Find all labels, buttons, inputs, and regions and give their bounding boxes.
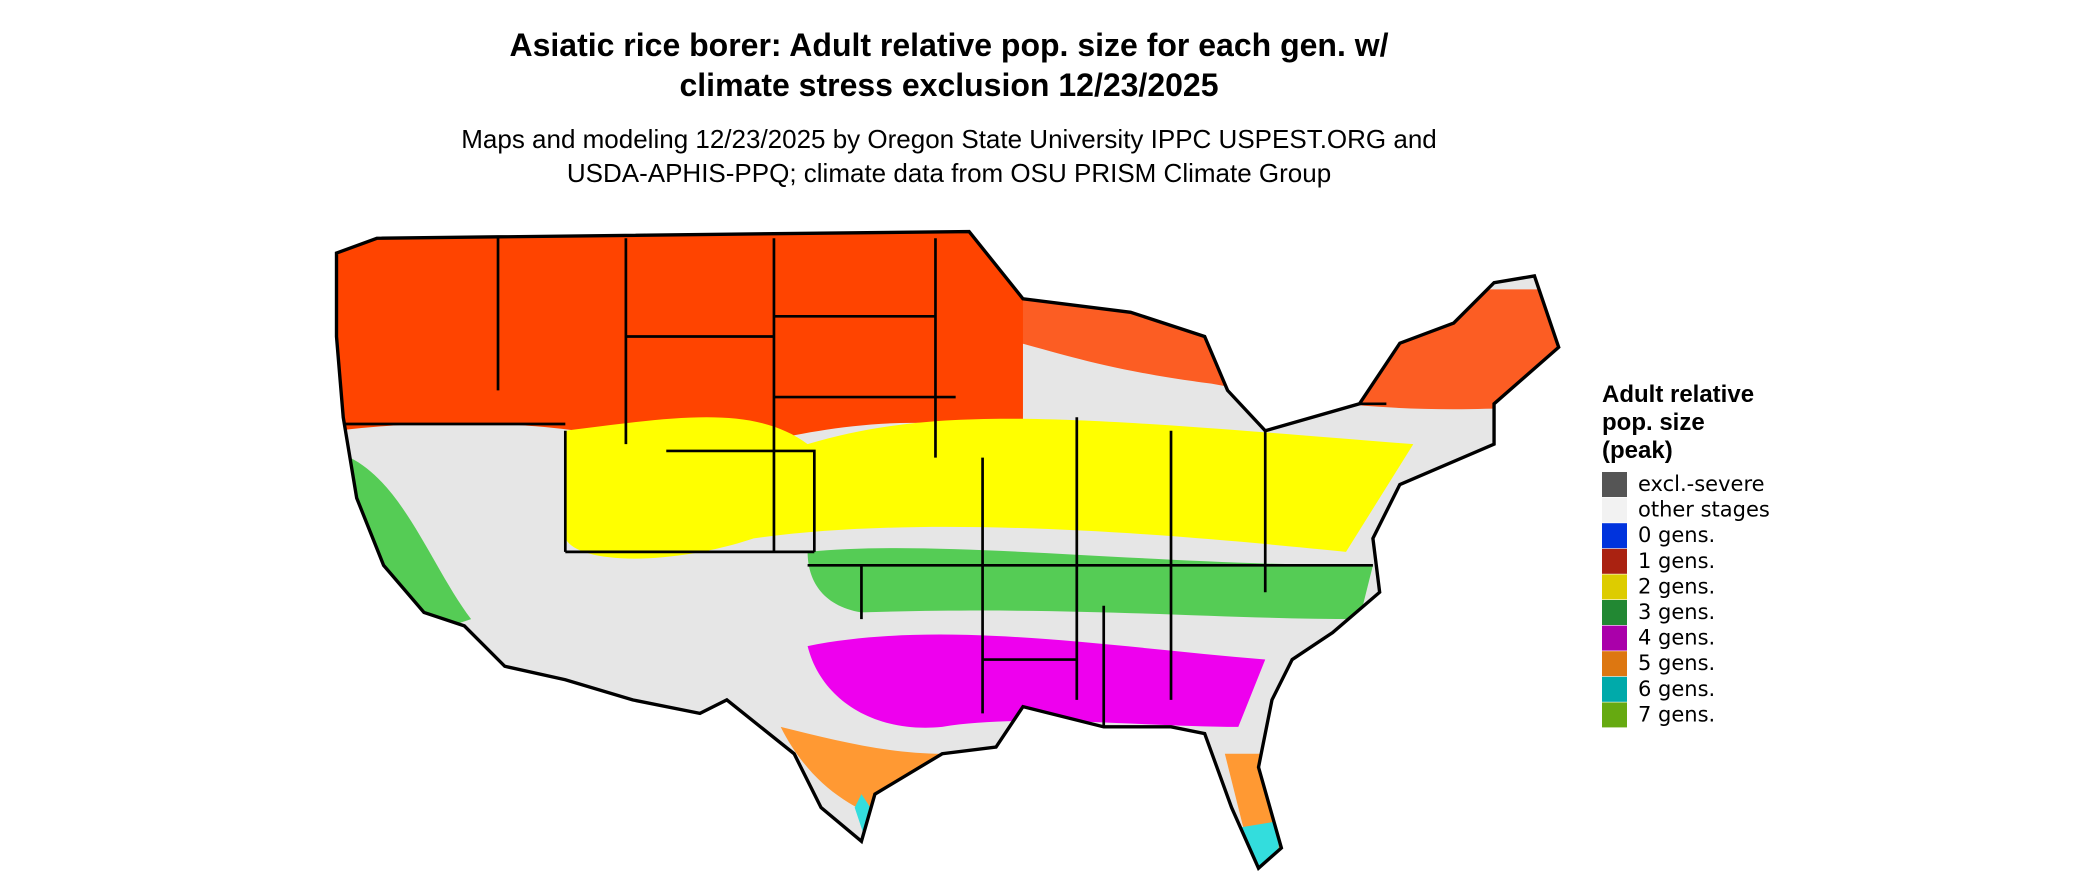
legend-swatch: [1602, 625, 1627, 651]
legend-label: other stages: [1638, 498, 1770, 522]
legend-swatch: [1602, 523, 1627, 549]
region-band: [807, 634, 1266, 728]
legend-label: 1 gens.: [1638, 549, 1715, 573]
legend-swatch: [1602, 651, 1627, 677]
legend-label: 7 gens.: [1638, 702, 1715, 726]
legend-swatch: [1602, 497, 1627, 523]
region-band: [349, 457, 472, 633]
legend-swatch: [1602, 472, 1627, 497]
legend-swatch: [1602, 548, 1627, 574]
legend-swatch: [1602, 676, 1627, 702]
legend-swatch: [1602, 702, 1627, 728]
legend-label: 3 gens.: [1638, 600, 1715, 624]
subtitle: Maps and modeling 12/23/2025 by Oregon S…: [461, 124, 1437, 154]
title: climate stress exclusion 12/23/2025: [679, 67, 1218, 103]
title: Asiatic rice borer: Adult relative pop. …: [509, 27, 1388, 63]
us-outline: [334, 229, 1561, 871]
region-band: [1238, 821, 1279, 869]
legend-title: Adult relative: [1602, 381, 1754, 408]
legend-title: pop. size: [1602, 409, 1705, 436]
legend-label: 6 gens.: [1638, 677, 1715, 701]
legend-title: (peak): [1602, 437, 1673, 464]
region-band: [336, 231, 1023, 447]
subtitle: USDA-APHIS-PPQ; climate data from OSU PR…: [567, 158, 1331, 188]
legend-label: 0 gens.: [1638, 523, 1715, 547]
legend-label: excl.-severe: [1638, 472, 1765, 496]
legend-label: 5 gens.: [1638, 651, 1715, 675]
state-borders: [343, 238, 1387, 727]
legend-swatch: [1602, 600, 1627, 625]
us-map: [334, 229, 1561, 871]
legend-swatch: [1602, 574, 1627, 600]
legend-label: 2 gens.: [1638, 574, 1715, 598]
region-band: [565, 417, 1414, 559]
legend-label: 4 gens.: [1638, 626, 1715, 650]
